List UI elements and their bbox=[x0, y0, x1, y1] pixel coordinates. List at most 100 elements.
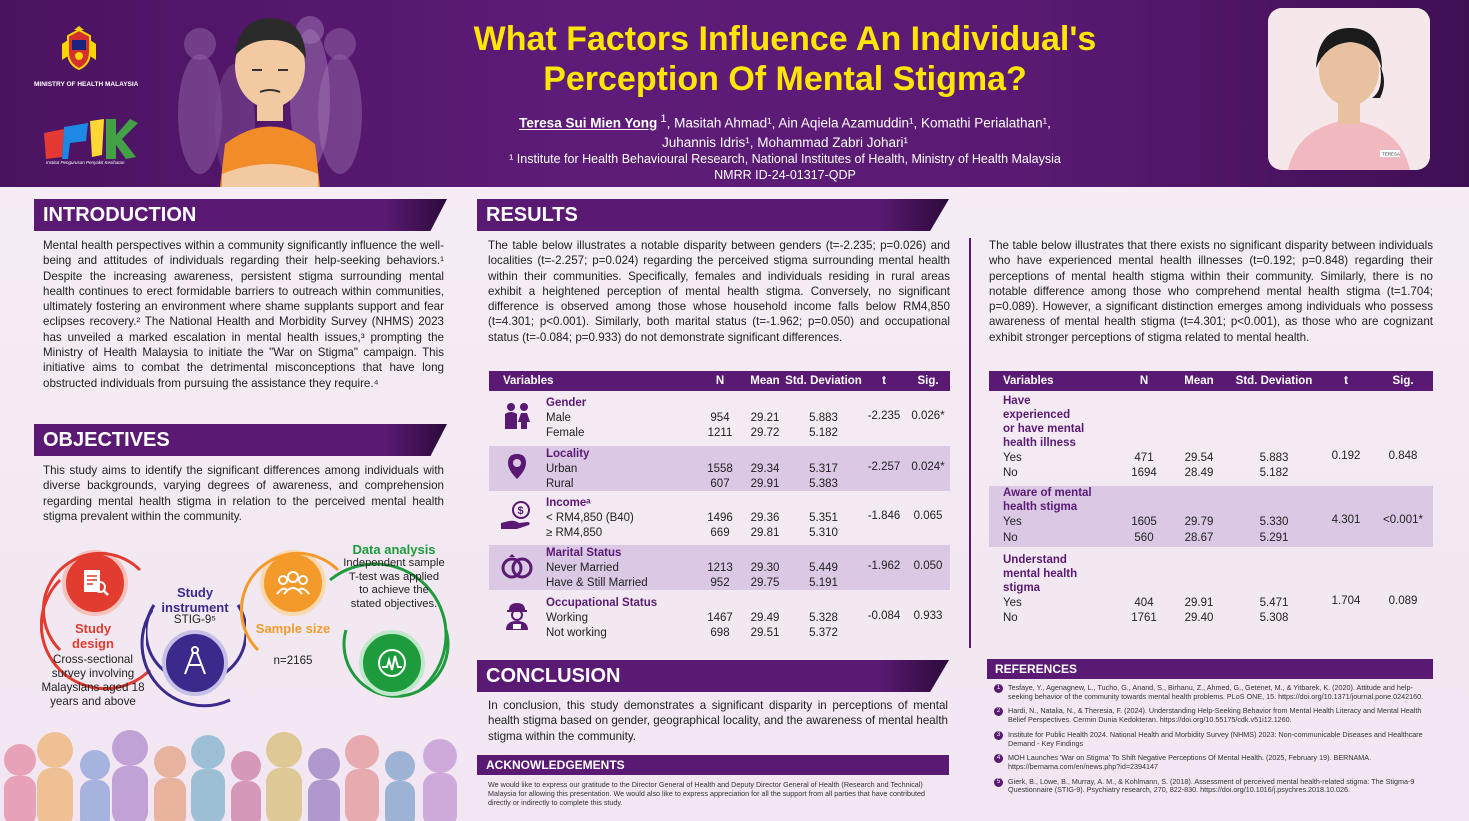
sample-size-circle bbox=[260, 550, 326, 616]
cell-mean: 29.49 bbox=[750, 611, 780, 624]
col-sd: Std. Deviation bbox=[785, 371, 862, 391]
cell-t: -1.846 bbox=[867, 510, 901, 522]
row-label: Have & Still Married bbox=[544, 575, 695, 590]
cell-sd: 5.310 bbox=[809, 526, 838, 539]
table-row: Aware of mental health stigma bbox=[989, 486, 1433, 514]
cell-t: 4.301 bbox=[1319, 514, 1373, 547]
row-label: Yes bbox=[1003, 451, 1022, 464]
row-label: No bbox=[1003, 611, 1018, 624]
cell-n: 1761 bbox=[1131, 611, 1157, 624]
cell-sig: 0.065 bbox=[913, 510, 943, 522]
reference-item: 4 MOH Launches 'War on Stigma' To Shift N… bbox=[994, 753, 1434, 771]
analysis-chart-icon bbox=[378, 649, 406, 677]
cat-line: or have mental bbox=[1003, 423, 1085, 435]
cell-sd: 5.291 bbox=[1229, 529, 1319, 547]
author-portrait-icon: TERESA bbox=[1268, 8, 1430, 170]
cell-n: 954 bbox=[710, 411, 730, 424]
title-line-1: What Factors Influence An Individual's bbox=[473, 20, 1097, 58]
results-right-text: The table below illustrates that there e… bbox=[989, 239, 1433, 344]
cell-n: 1467 bbox=[707, 611, 733, 624]
row-label: Urban bbox=[544, 461, 695, 476]
cat-line: stigma bbox=[1003, 582, 1041, 594]
row-label: Yes bbox=[989, 514, 1119, 529]
cell-sd: 5.182 bbox=[1259, 466, 1289, 479]
table-row: No 1694 28.49 5.182 bbox=[989, 465, 1433, 480]
reference-item: 2 Hardi, N., Natalia, N., & Theresia, F. … bbox=[994, 707, 1434, 724]
conclusion-heading: CONCLUSION bbox=[477, 660, 949, 692]
references-heading: REFERENCES bbox=[987, 659, 1433, 679]
data-analysis-arc bbox=[342, 629, 450, 698]
table-row: No 560 28.67 5.291 bbox=[989, 529, 1433, 547]
reference-text: MOH Launches 'War on Stigma' To Shift Ne… bbox=[1008, 753, 1372, 771]
results-heading: RESULTS bbox=[477, 199, 949, 231]
worker-icon bbox=[489, 595, 544, 640]
cell-sd: 5.471 bbox=[1259, 596, 1289, 609]
sample-size-label: Sample size bbox=[255, 621, 331, 636]
table-row: < RM4,850 (B40) 1496 29.36 5.351 -1.846 … bbox=[489, 510, 950, 525]
authors-rest: , Masitah Ahmad¹, Ain Aqiela Azamuddin¹,… bbox=[666, 115, 1051, 131]
cell-mean: 29.54 bbox=[1184, 451, 1214, 464]
cell-sig: 0.848 bbox=[1388, 450, 1418, 462]
cat-line: Understand bbox=[1003, 554, 1067, 566]
data-analysis-text: Independent sample T-test was applied to… bbox=[343, 557, 445, 610]
authors: Teresa Sui Mien Yong 1, Masitah Ahmad¹, … bbox=[460, 110, 1110, 152]
cell-sd: 5.308 bbox=[1259, 611, 1289, 624]
category-locality: Locality bbox=[544, 446, 950, 461]
table-row: Yes 471 29.54 5.883 0.192 0.848 bbox=[989, 450, 1433, 465]
name-badge: TERESA bbox=[1382, 152, 1400, 157]
cell-sig: 0.933 bbox=[913, 610, 943, 622]
introduction-heading: INTRODUCTION bbox=[34, 199, 447, 231]
data-analysis-circle bbox=[359, 630, 425, 696]
sample-size-arc bbox=[240, 551, 340, 652]
poster-title: What Factors Influence An Individual's P… bbox=[380, 19, 1190, 99]
results-table-demographics: Variables N Mean Std. Deviation t Sig. G… bbox=[489, 371, 950, 640]
document-search-icon bbox=[84, 570, 109, 596]
cell-mean: 29.34 bbox=[745, 461, 785, 476]
cell-mean: 29.91 bbox=[1184, 596, 1214, 609]
table-row: Gender bbox=[489, 395, 950, 429]
crowd-illustration bbox=[4, 730, 457, 821]
cell-n: 1694 bbox=[1131, 466, 1157, 479]
study-design-arc bbox=[42, 551, 142, 652]
table-row: Female 1211 29.72 5.182 bbox=[489, 425, 950, 440]
results-table-awareness: Variables N Mean Std. Deviation t Sig. H… bbox=[989, 371, 1433, 625]
category-marital-status: Marital Status bbox=[544, 545, 950, 560]
lead-author-sup: 1 bbox=[657, 113, 667, 125]
reference-text: Hardi, N., Natalia, N., & Theresia, F. (… bbox=[1008, 706, 1422, 725]
cell-sig: 0.050 bbox=[906, 560, 950, 590]
row-label: Not working bbox=[546, 626, 607, 639]
cell-mean: 29.79 bbox=[1169, 514, 1229, 529]
category-understand-stigma: Understand mental health stigma bbox=[989, 553, 1433, 595]
compass-icon bbox=[184, 646, 206, 675]
location-icon bbox=[489, 446, 544, 491]
title-line-2: Perception Of Mental Stigma? bbox=[543, 60, 1027, 98]
cell-mean: 29.81 bbox=[750, 526, 780, 539]
nmrr-id: NMRR ID-24-01317-QDP bbox=[714, 168, 856, 182]
cell-n: 669 bbox=[710, 526, 730, 539]
row-label: No bbox=[989, 529, 1119, 547]
table-row: Occupational Status bbox=[489, 595, 950, 630]
cell-mean: 29.75 bbox=[745, 575, 785, 590]
results-left-text: The table below illustrates a notable di… bbox=[488, 239, 950, 344]
lead-author: Teresa Sui Mien Yong bbox=[519, 115, 658, 131]
cell-sig: <0.001* bbox=[1373, 514, 1433, 547]
cat-line: health stigma bbox=[1003, 501, 1078, 513]
cat-line: experienced bbox=[1003, 409, 1071, 421]
col-n: N bbox=[695, 371, 745, 391]
introduction-text: Mental health perspectives within a comm… bbox=[43, 239, 444, 390]
reference-text: Gierk, B., Löwe, B., Murray, A. M., & Ko… bbox=[1008, 776, 1415, 795]
objectives-text: This study aims to identify the signific… bbox=[43, 464, 444, 523]
table-header-row: Variables N Mean Std. Deviation t Sig. bbox=[489, 371, 950, 391]
cat-line: mental health bbox=[1003, 568, 1078, 580]
cell-n: 698 bbox=[710, 626, 730, 639]
row-label: ≥ RM4,850 bbox=[546, 526, 603, 539]
col-variables: Variables bbox=[989, 371, 1119, 391]
table-row: Male 954 29.21 5.883 -2.235 0.026* bbox=[489, 410, 950, 425]
reference-item: 1 Tesfaye, Y., Agenagnew, L., Tucho, G., … bbox=[994, 683, 1434, 701]
svg-text:Institut Pengurusan Penyakit K: Institut Pengurusan Penyakit Kesihatan bbox=[46, 160, 125, 165]
cell-n: 1605 bbox=[1119, 514, 1169, 529]
cell-sd: 5.328 bbox=[809, 611, 838, 624]
category-income: Incomeᵃ bbox=[546, 496, 591, 509]
col-mean: Mean bbox=[1169, 371, 1229, 391]
cat-line: health illness bbox=[1003, 437, 1076, 449]
